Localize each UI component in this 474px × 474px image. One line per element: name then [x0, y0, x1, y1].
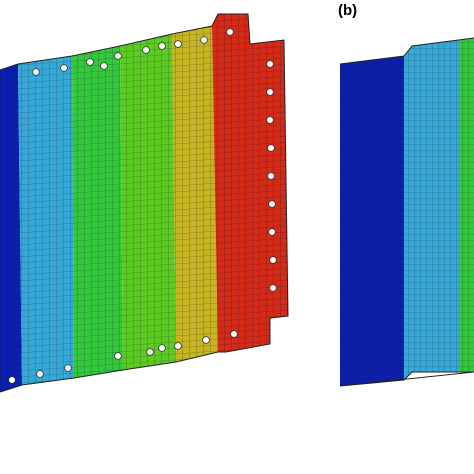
bolt-hole	[266, 60, 274, 68]
bolt-hole	[32, 68, 40, 76]
mesh-strip-cyan	[18, 56, 74, 385]
bolt-hole	[114, 352, 122, 360]
mesh-outline-b	[339, 37, 474, 387]
strip-mesh	[340, 56, 404, 386]
bolt-hole	[266, 88, 274, 96]
strip-mesh	[460, 38, 474, 372]
bolt-hole	[267, 144, 275, 152]
bolt-hole	[230, 330, 238, 338]
bolt-hole	[268, 228, 276, 236]
bolt-hole	[269, 256, 277, 264]
mesh-strip-dark-blue	[0, 64, 22, 392]
panel-b: (b)	[338, 2, 474, 387]
bolt-hole	[64, 364, 72, 372]
bolt-hole	[266, 116, 274, 124]
bolt-hole	[269, 284, 277, 292]
strip-mesh	[0, 64, 22, 392]
mesh-strip-b-cyan	[404, 38, 474, 380]
bolt-hole	[202, 336, 210, 344]
mesh-strip-red	[212, 14, 288, 352]
mesh-strip-green	[72, 46, 123, 378]
strip-mesh	[172, 26, 218, 362]
strip-mesh	[404, 38, 474, 380]
mesh-strip-b-green	[460, 38, 474, 372]
strip-mesh	[18, 56, 74, 385]
bolt-hole	[267, 172, 275, 180]
panel-label-b: (b)	[338, 2, 357, 19]
bolt-hole	[146, 348, 154, 356]
bolt-holes-right	[266, 60, 277, 292]
bolt-hole	[200, 36, 208, 44]
mesh-outline	[0, 13, 289, 393]
mesh-strip-b-dark-blue	[340, 56, 404, 386]
mesh-strip-lime	[120, 34, 176, 370]
bolt-hole	[36, 370, 44, 378]
bolt-holes-bottom	[8, 330, 238, 384]
panel-a	[0, 13, 289, 393]
bolt-hole	[158, 344, 166, 352]
strip-mesh	[212, 14, 288, 352]
bolt-hole	[60, 64, 68, 72]
mesh-strip-gold	[172, 26, 218, 362]
bolt-hole	[86, 58, 94, 66]
strip-mesh	[120, 34, 176, 370]
bolt-hole	[100, 62, 108, 70]
bolt-hole	[174, 40, 182, 48]
bolt-hole	[158, 42, 166, 50]
bolt-hole	[8, 376, 16, 384]
bolt-hole	[268, 200, 276, 208]
strip-mesh	[72, 46, 123, 378]
bolt-hole	[142, 46, 150, 54]
bolt-hole	[114, 52, 122, 60]
bolt-hole	[226, 28, 234, 36]
bolt-holes-top	[32, 28, 234, 76]
bolt-hole	[174, 342, 182, 350]
